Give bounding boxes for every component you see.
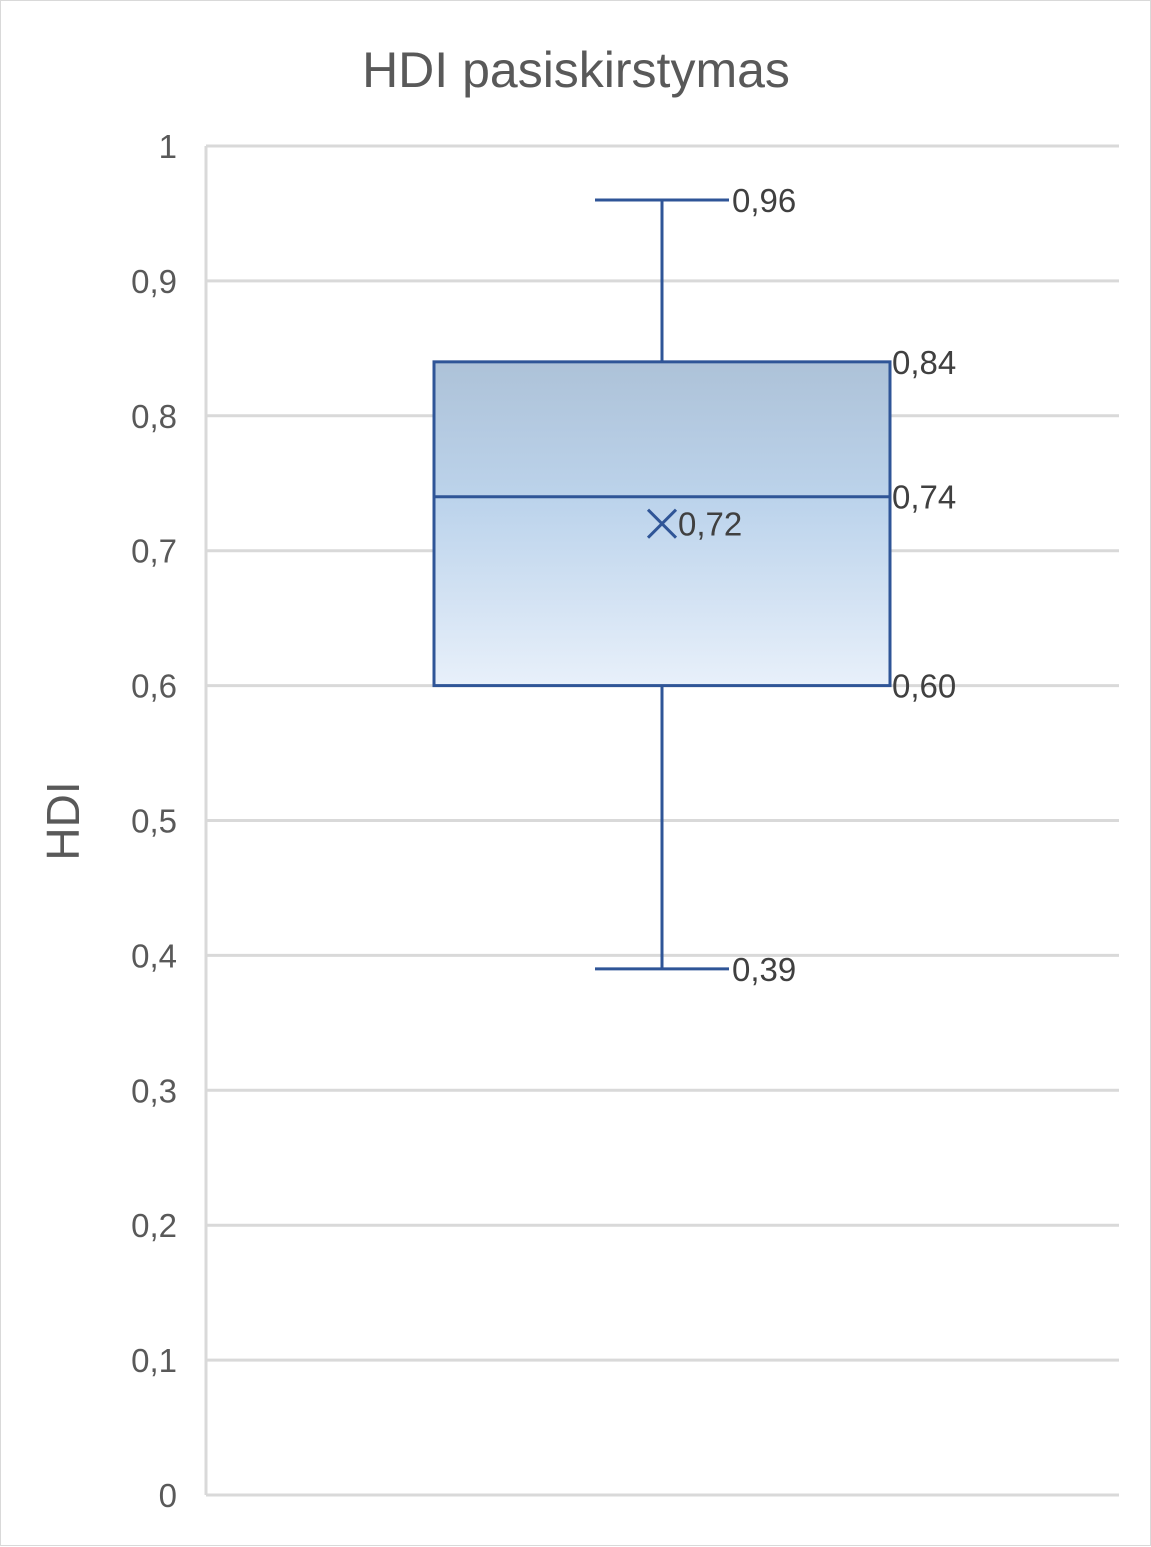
y-tick-label: 0,6	[131, 668, 177, 705]
y-tick-label: 0,9	[131, 263, 177, 300]
label-median: 0,74	[892, 479, 956, 516]
y-axis-label: HDI	[37, 781, 89, 860]
y-tick-label: 0,5	[131, 803, 177, 840]
y-tick-labels: 0 0,1 0,2 0,3 0,4 0,5 0,6 0,7 0,8 0,9 1	[131, 128, 177, 1514]
box-series	[432, 198, 892, 971]
label-q3: 0,84	[892, 344, 956, 381]
y-tick-label: 0,2	[131, 1207, 177, 1244]
y-tick-label: 0,3	[131, 1072, 177, 1109]
y-tick-label: 0,4	[131, 937, 177, 974]
label-q1: 0,60	[892, 668, 956, 705]
label-mean: 0,72	[678, 506, 742, 543]
y-tick-label: 0	[159, 1477, 177, 1514]
label-whisker-low: 0,39	[732, 951, 796, 988]
chart-title: HDI pasiskirstymas	[362, 42, 790, 98]
y-tick-label: 0,8	[131, 398, 177, 435]
y-tick-label: 0,7	[131, 533, 177, 570]
label-whisker-high: 0,96	[732, 182, 796, 219]
data-labels: 0,96 0,84 0,74 0,72 0,60 0,39	[678, 182, 956, 988]
y-tick-label: 1	[159, 128, 177, 165]
mean-marker	[646, 508, 678, 539]
y-tick-label: 0,1	[131, 1342, 177, 1379]
